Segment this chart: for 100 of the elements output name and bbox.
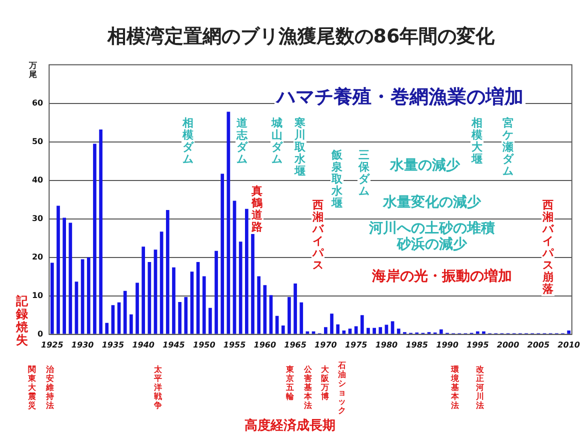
bar xyxy=(251,234,254,334)
bar xyxy=(68,222,72,334)
bar xyxy=(56,206,60,334)
bar xyxy=(482,331,486,334)
x-tick-label: 1985 xyxy=(406,340,428,350)
annotation: 宮ケ瀬ダム xyxy=(502,116,514,178)
x-tick-label: 1995 xyxy=(466,340,490,350)
bar xyxy=(342,330,346,334)
bar xyxy=(86,257,90,334)
bar xyxy=(74,282,78,334)
x-tick-label: 1955 xyxy=(223,340,246,350)
x-tick-label: 1950 xyxy=(192,340,216,350)
bar xyxy=(269,295,273,334)
y-tick-label: 20 xyxy=(32,252,44,262)
y-tick-label: 10 xyxy=(32,290,44,300)
bar xyxy=(117,302,121,334)
annotation: 寒川取水堰 xyxy=(294,116,306,178)
bar xyxy=(190,272,194,334)
bar xyxy=(160,232,164,334)
x-tick-label: 1975 xyxy=(344,340,368,350)
annotation: 水量変化の減少 xyxy=(382,194,482,211)
bar xyxy=(93,144,96,334)
text: 東京五輪 xyxy=(285,365,295,402)
bar xyxy=(62,218,66,334)
text: 石油ショック xyxy=(337,361,346,416)
annotation: 西湘バイパス xyxy=(312,198,324,272)
bar xyxy=(288,297,291,334)
annotation: 道志ダム xyxy=(236,116,248,166)
bar xyxy=(148,262,152,334)
annotation: ハマチ養殖・巻網漁業の増加 xyxy=(274,86,524,108)
bar xyxy=(142,246,146,334)
bar xyxy=(263,285,267,334)
annotation: 三保ダム xyxy=(358,148,370,198)
y-axis-title: 万尾 xyxy=(28,60,38,79)
bar xyxy=(123,290,127,334)
bar xyxy=(166,210,170,334)
bar xyxy=(136,282,139,334)
annotation: 河川への土砂の堆積 xyxy=(368,220,495,237)
bar xyxy=(80,259,84,334)
bar xyxy=(154,250,158,334)
y-tick-label: 60 xyxy=(32,98,44,108)
text: 環境基本法 xyxy=(450,365,460,410)
bar xyxy=(366,328,370,334)
bar xyxy=(196,262,200,334)
chart-title: 相模湾定置網のブリ漁獲尾数の86年間の変化 xyxy=(106,25,496,48)
x-tick-label: 2010 xyxy=(558,340,580,350)
bar xyxy=(396,328,400,334)
bar xyxy=(324,327,328,334)
bar xyxy=(348,328,352,334)
bar xyxy=(184,297,188,334)
bar xyxy=(336,324,340,334)
x-tick-label: 1925 xyxy=(41,340,64,350)
x-tick-label: 1945 xyxy=(162,340,186,350)
bar xyxy=(105,322,109,334)
text: 改正河川法 xyxy=(475,365,485,410)
text: 太平洋戦争 xyxy=(153,365,163,410)
x-tick-label: 1980 xyxy=(375,340,398,350)
bar xyxy=(208,308,212,334)
bar xyxy=(214,250,218,334)
bar xyxy=(99,130,102,334)
bar xyxy=(111,305,115,334)
bar xyxy=(238,242,242,334)
y-tick-label: 30 xyxy=(32,214,44,223)
bar xyxy=(50,262,54,334)
bar xyxy=(178,302,182,334)
annotation: 砂浜の減少 xyxy=(396,236,468,253)
bar xyxy=(220,174,224,334)
bar xyxy=(202,276,206,334)
annotation: 真鶴道路 xyxy=(250,184,264,234)
x-tick-label: 2000 xyxy=(496,340,520,350)
bar xyxy=(232,200,236,334)
text: 記録焼失 xyxy=(15,294,29,348)
annotation: 海岸の光・振動の増加 xyxy=(371,268,512,285)
bar xyxy=(330,314,334,334)
x-tick-label: 1990 xyxy=(436,340,459,350)
bar xyxy=(440,329,443,334)
x-tick-label: 1960 xyxy=(254,340,276,350)
y-tick-label: 40 xyxy=(32,175,44,184)
bar xyxy=(378,327,382,334)
bar xyxy=(275,316,279,334)
bar xyxy=(300,302,304,334)
bar xyxy=(281,326,285,334)
bar xyxy=(257,276,260,334)
bar xyxy=(172,267,176,334)
y-tick-label: 50 xyxy=(32,136,44,146)
text: 治安維持法 xyxy=(45,365,55,410)
bar xyxy=(567,330,570,334)
y-tick-label: 0 xyxy=(38,329,44,338)
x-tick-label: 1935 xyxy=(102,340,125,350)
x-tick-label: 2005 xyxy=(527,340,550,350)
text: 公害基本法 xyxy=(303,365,313,410)
bar xyxy=(476,331,480,334)
annotation: 相模ダム xyxy=(182,116,194,166)
x-tick-label: 1970 xyxy=(314,340,338,350)
bar xyxy=(130,314,133,334)
bar xyxy=(372,328,376,334)
text: 高度経済成長期 xyxy=(244,417,336,434)
annotation: 飯泉取水堰 xyxy=(330,148,344,210)
x-tick-label: 1940 xyxy=(132,340,155,350)
annotation: 相模大堰 xyxy=(470,116,484,166)
